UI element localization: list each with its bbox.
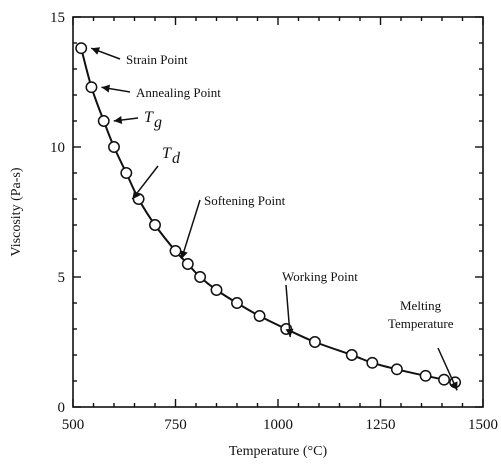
data-point bbox=[308, 336, 321, 348]
annotation-label: Melting bbox=[400, 298, 442, 313]
data-point bbox=[75, 42, 88, 55]
arrowhead bbox=[450, 381, 458, 391]
annotation-label: Working Point bbox=[282, 269, 358, 284]
x-tick-label: 1000 bbox=[263, 417, 293, 433]
data-point bbox=[231, 297, 243, 309]
data-points bbox=[75, 42, 462, 389]
annotation-subscript: g bbox=[154, 114, 162, 131]
data-point bbox=[438, 373, 450, 386]
y-axis-label: Viscosity (Pa-s) bbox=[9, 167, 24, 256]
tick-labels: 500 750 1000 1250 1500 0 5 10 15 bbox=[50, 10, 498, 433]
data-point bbox=[345, 349, 358, 361]
data-point bbox=[210, 284, 223, 296]
annotation-arrow bbox=[285, 284, 291, 338]
annotation-label: T bbox=[144, 109, 154, 126]
y-tick-label: 0 bbox=[58, 400, 66, 416]
annotation-label: Strain Point bbox=[126, 52, 188, 67]
annotation-label: Annealing Point bbox=[136, 85, 221, 100]
arrowhead bbox=[91, 47, 101, 55]
arrowhead bbox=[180, 250, 188, 259]
x-tick-label: 1500 bbox=[468, 417, 498, 433]
arrowhead bbox=[101, 84, 110, 93]
data-point bbox=[85, 81, 98, 94]
data-point bbox=[108, 141, 120, 153]
annotation-label-line2: Temperature bbox=[388, 316, 454, 331]
data-point bbox=[390, 363, 403, 376]
x-axis-label: Temperature (°C) bbox=[229, 444, 328, 459]
data-point bbox=[169, 245, 182, 257]
x-tick-label: 1250 bbox=[366, 417, 396, 433]
arrowhead bbox=[132, 190, 141, 200]
annotation-subscript: d bbox=[172, 150, 181, 167]
arrowhead bbox=[285, 328, 294, 337]
data-point bbox=[97, 115, 110, 127]
annotation-label: Softening Point bbox=[204, 193, 286, 208]
annotation-label: T bbox=[162, 145, 172, 162]
y-tick-label: 5 bbox=[58, 270, 66, 286]
plot-frame bbox=[72, 16, 484, 408]
data-point bbox=[194, 271, 207, 283]
annotation-arrow bbox=[180, 199, 201, 260]
annotations: Strain Point Annealing Point T gT d Softening… bbox=[90, 47, 458, 391]
x-tick-label: 500 bbox=[62, 417, 85, 433]
data-point bbox=[149, 219, 161, 231]
x-tick-label: 750 bbox=[164, 417, 187, 433]
y-tick-label: 15 bbox=[50, 10, 65, 26]
data-point bbox=[120, 167, 133, 179]
data-point bbox=[253, 310, 266, 322]
arrowhead bbox=[113, 116, 123, 124]
axis-ticks bbox=[72, 16, 484, 408]
data-point bbox=[181, 258, 194, 270]
y-tick-label: 10 bbox=[50, 140, 65, 156]
data-point bbox=[366, 356, 379, 369]
data-point bbox=[419, 369, 432, 382]
